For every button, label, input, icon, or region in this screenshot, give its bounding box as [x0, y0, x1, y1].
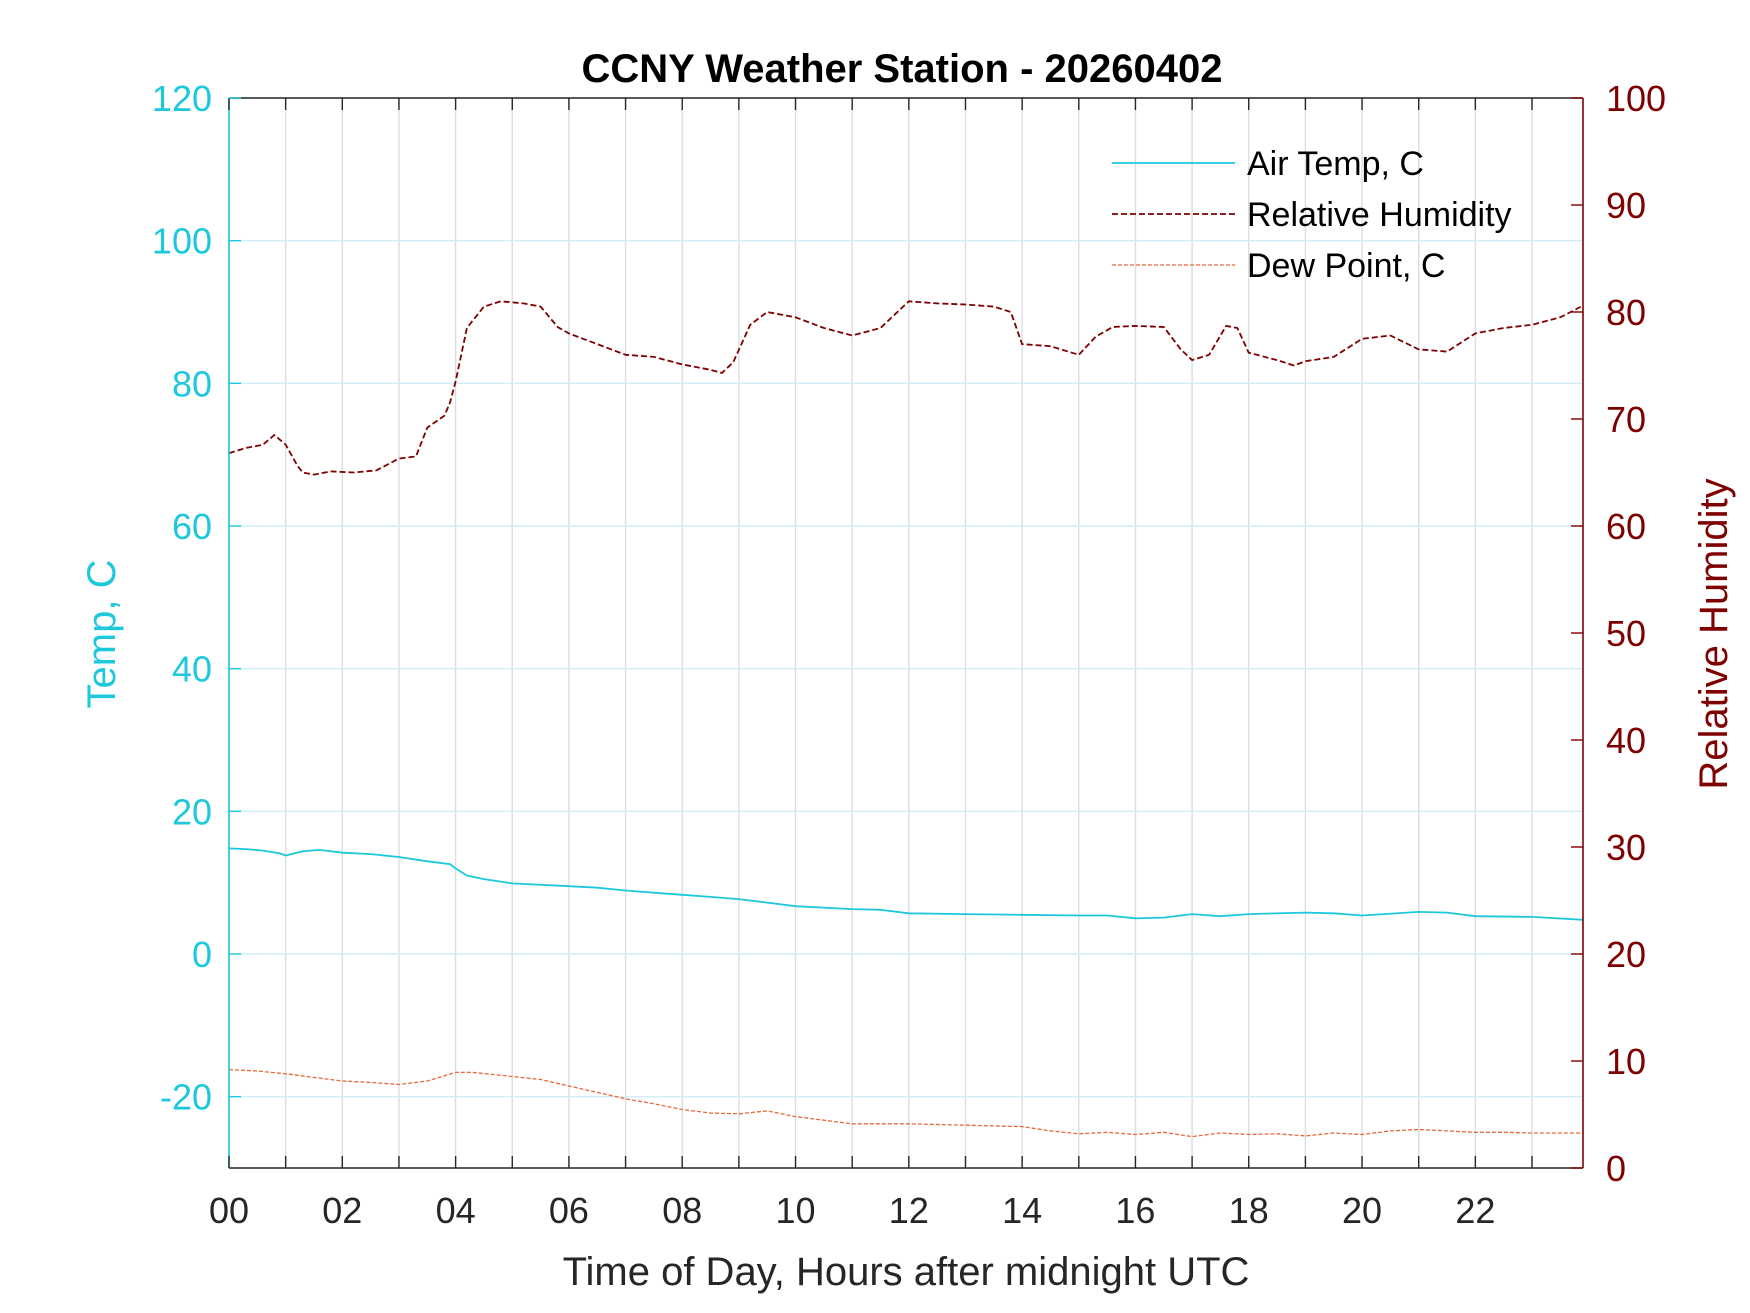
x-tick-label: 16	[1115, 1190, 1155, 1231]
y-right-tick-label: 70	[1606, 399, 1646, 440]
axes	[228, 97, 1584, 1169]
chart-title: CCNY Weather Station - 20260402	[582, 47, 1223, 91]
y-axis-left-label: Temp, C	[80, 560, 124, 709]
y-right-tick-label: 30	[1606, 827, 1646, 868]
plot-series	[228, 300, 1584, 1138]
legend-label: Dew Point, C	[1247, 247, 1445, 285]
x-tick-label: 04	[436, 1190, 476, 1231]
y-left-tick-label: 120	[152, 78, 212, 119]
y-right-tick-label: 90	[1606, 185, 1646, 226]
x-tick-label: 20	[1342, 1190, 1382, 1231]
y-left-tick-label: 60	[172, 506, 212, 547]
x-tick-label: 12	[889, 1190, 929, 1231]
x-tick-label: 08	[662, 1190, 702, 1231]
axis-ticks: 00 02 04 06 08 10 12 14 16 18 20 22-200204060801001…	[152, 78, 1666, 1231]
legend-label: Relative Humidity	[1247, 196, 1512, 234]
y-right-tick-label: 40	[1606, 720, 1646, 761]
series-line-dew-point-c	[228, 1068, 1583, 1138]
series-line-air-temp-c	[228, 847, 1584, 921]
y-left-tick-label: 40	[172, 649, 212, 690]
y-left-tick-label: -20	[160, 1077, 212, 1118]
y-left-tick-label: 100	[152, 221, 212, 262]
x-tick-label: 22	[1455, 1190, 1495, 1231]
legend-label: Air Temp, C	[1247, 145, 1424, 183]
x-tick-label: 10	[776, 1190, 816, 1231]
y-right-tick-label: 0	[1606, 1148, 1626, 1189]
gridlines	[228, 97, 1583, 1168]
chart-legend: Air Temp, C Relative Humidity Dew Point, C	[1112, 145, 1512, 285]
y-axis-right-label: Relative Humidity	[1692, 478, 1736, 789]
x-tick-label: 02	[322, 1190, 362, 1231]
x-axis-label: Time of Day, Hours after midnight UTC	[563, 1250, 1250, 1294]
y-left-tick-label: 0	[192, 934, 212, 975]
y-right-tick-label: 50	[1606, 613, 1646, 654]
x-tick-label: 00	[209, 1190, 249, 1231]
y-right-tick-label: 20	[1606, 934, 1646, 975]
y-right-tick-label: 100	[1606, 78, 1666, 119]
y-right-tick-label: 10	[1606, 1041, 1646, 1082]
x-tick-label: 18	[1229, 1190, 1269, 1231]
y-left-tick-label: 20	[172, 791, 212, 832]
series-line-relative-humidity	[228, 300, 1584, 476]
y-right-tick-label: 80	[1606, 292, 1646, 333]
x-tick-label: 14	[1002, 1190, 1042, 1231]
y-right-tick-label: 60	[1606, 506, 1646, 547]
y-left-tick-label: 80	[172, 363, 212, 404]
x-tick-label: 06	[549, 1190, 589, 1231]
